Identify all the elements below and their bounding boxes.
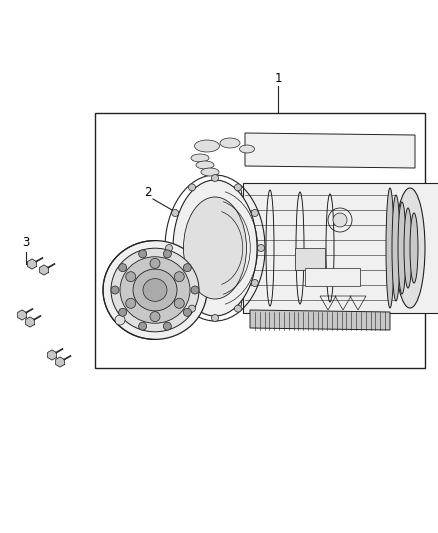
Polygon shape — [26, 317, 34, 327]
Circle shape — [126, 272, 136, 282]
Text: 1: 1 — [274, 71, 282, 85]
Circle shape — [234, 184, 241, 191]
Ellipse shape — [410, 213, 418, 283]
Ellipse shape — [184, 197, 247, 299]
Ellipse shape — [133, 269, 177, 311]
Ellipse shape — [173, 180, 257, 316]
Circle shape — [126, 298, 136, 308]
Circle shape — [139, 322, 147, 330]
Circle shape — [150, 259, 160, 269]
Ellipse shape — [202, 228, 228, 269]
Polygon shape — [48, 350, 57, 360]
Bar — [243, 183, 438, 313]
Circle shape — [172, 279, 179, 287]
Circle shape — [150, 312, 160, 321]
Ellipse shape — [120, 257, 190, 323]
Bar — [295, 248, 325, 270]
Bar — [95, 113, 425, 368]
Circle shape — [174, 298, 184, 308]
Circle shape — [119, 264, 127, 272]
Circle shape — [119, 308, 127, 317]
Ellipse shape — [398, 202, 406, 294]
Ellipse shape — [201, 168, 219, 176]
Ellipse shape — [111, 248, 199, 332]
Circle shape — [188, 305, 195, 312]
Circle shape — [184, 264, 191, 272]
Circle shape — [184, 308, 191, 317]
Circle shape — [115, 315, 125, 325]
Circle shape — [333, 213, 347, 227]
Circle shape — [212, 174, 219, 182]
Polygon shape — [245, 133, 415, 168]
Ellipse shape — [392, 195, 400, 301]
Circle shape — [191, 286, 199, 294]
Ellipse shape — [192, 211, 238, 285]
Text: 3: 3 — [22, 237, 30, 249]
Circle shape — [111, 286, 119, 294]
Polygon shape — [40, 265, 48, 275]
Text: 2: 2 — [144, 185, 152, 198]
Circle shape — [251, 279, 258, 287]
Circle shape — [234, 305, 241, 312]
Circle shape — [258, 245, 265, 252]
Ellipse shape — [386, 188, 394, 308]
Circle shape — [163, 322, 171, 330]
Circle shape — [166, 245, 173, 252]
Ellipse shape — [196, 161, 214, 169]
Circle shape — [212, 314, 219, 321]
Circle shape — [172, 209, 179, 216]
Circle shape — [163, 250, 171, 258]
Ellipse shape — [240, 145, 254, 153]
Polygon shape — [56, 357, 64, 367]
Ellipse shape — [220, 138, 240, 148]
Polygon shape — [250, 310, 390, 330]
Circle shape — [174, 272, 184, 282]
Ellipse shape — [194, 140, 219, 152]
Ellipse shape — [143, 279, 167, 301]
Bar — [305, 268, 360, 286]
Circle shape — [139, 250, 147, 258]
Polygon shape — [18, 310, 26, 320]
Ellipse shape — [191, 154, 209, 162]
Circle shape — [188, 184, 195, 191]
Polygon shape — [28, 259, 36, 269]
Ellipse shape — [395, 188, 425, 308]
Ellipse shape — [103, 240, 207, 340]
Circle shape — [251, 209, 258, 216]
Ellipse shape — [404, 208, 412, 288]
